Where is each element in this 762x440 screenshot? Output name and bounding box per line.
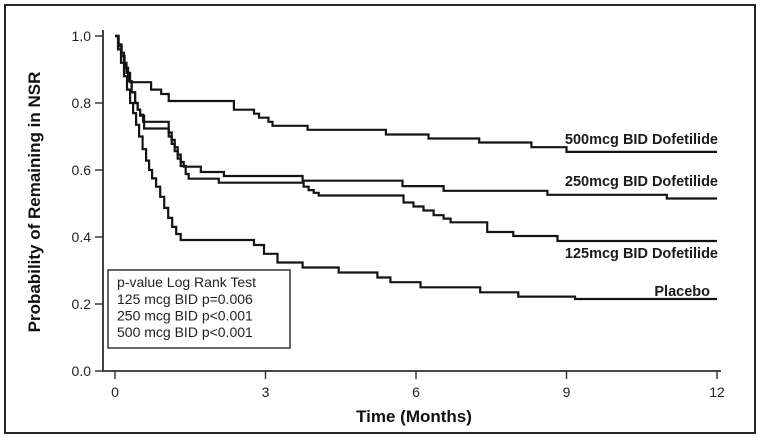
y-tick-label: 0.2 — [72, 296, 92, 312]
pvalue-box-border — [107, 269, 291, 349]
km-curve-placebo — [115, 34, 717, 301]
series-label-500mcg-bid-dofetilide: 500mcg BID Dofetilide — [565, 132, 718, 148]
pvalue-line-125: 125 mcg BID p=0.006 — [117, 291, 253, 307]
series-label-250mcg-bid-dofetilide: 250mcg BID Dofetilide — [565, 174, 718, 190]
axes: 1.0 0.8 0.6 0.4 0.2 0.0 0 3 6 9 12 — [72, 28, 725, 400]
y-tick-label: 1.0 — [72, 28, 92, 44]
pvalue-line-500: 500 mcg BID p<0.001 — [117, 324, 253, 340]
pvalue-annotation-box: p-value Log Rank Test 125 mcg BID p=0.00… — [107, 269, 291, 349]
y-axis-title: Probability of Remaining in NSR — [25, 72, 44, 333]
pvalue-box-title: p-value Log Rank Test — [117, 274, 256, 290]
y-tick-label: 0.8 — [72, 95, 92, 111]
series-label-placebo: Placebo — [654, 284, 710, 300]
y-tick-label: 0.4 — [72, 229, 92, 245]
x-tick-label: 0 — [111, 384, 119, 400]
series-label-125mcg-bid-dofetilide: 125mcg BID Dofetilide — [565, 246, 718, 262]
x-tick-label: 3 — [262, 384, 270, 400]
x-tick-label: 12 — [709, 384, 725, 400]
x-axis-title: Time (Months) — [356, 407, 472, 426]
x-tick-label: 6 — [412, 384, 420, 400]
series-labels: 500mcg BID Dofetilide 250mcg BID Dofetili… — [565, 132, 718, 300]
y-tick-label: 0.0 — [72, 363, 92, 379]
km-curve-500mcg-bid-dofetilide — [115, 34, 717, 153]
survival-curves — [115, 34, 717, 301]
km-curve-250mcg-bid-dofetilide — [115, 34, 717, 200]
y-tick-label: 0.6 — [72, 162, 92, 178]
pvalue-line-250: 250 mcg BID p<0.001 — [117, 308, 253, 324]
x-tick-label: 9 — [563, 384, 571, 400]
